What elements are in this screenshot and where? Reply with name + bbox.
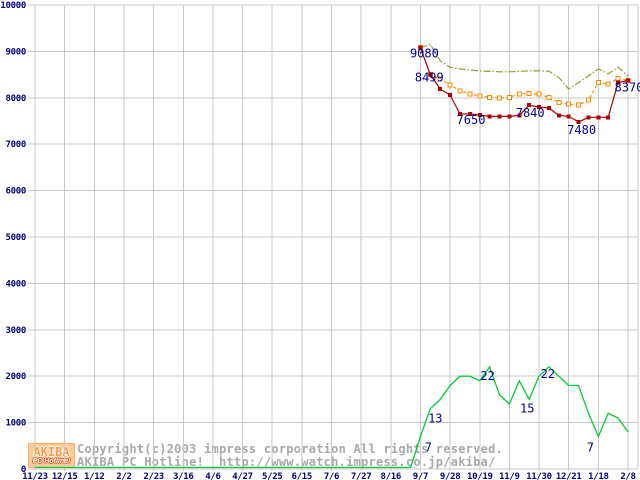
series-lowest-price-marker — [576, 119, 581, 124]
point-label-shop-count: 22 — [480, 369, 494, 383]
series-lowest-price-marker — [606, 115, 611, 120]
series-lowest-price-marker — [428, 72, 433, 77]
series-average-price-marker — [526, 91, 532, 97]
series-average-price-marker — [477, 93, 483, 99]
series-lowest-price-marker — [458, 112, 462, 116]
series-average-price-marker — [595, 80, 601, 85]
series-lowest-price-marker — [626, 78, 630, 83]
x-axis-tick-label: 11/9 — [499, 472, 519, 480]
series-average-price-line — [419, 47, 629, 106]
series-average-price-marker — [536, 91, 542, 97]
x-axis-tick-label: 4/6 — [205, 472, 220, 480]
copyright-line-2: AKIBA PC Hotline! http://www.watch.impre… — [77, 455, 496, 469]
x-axis-tick-label: 2/8 — [620, 472, 635, 480]
series-lowest-price-marker — [517, 113, 522, 118]
series-average-price-marker — [605, 81, 611, 87]
series-average-price-marker — [566, 101, 572, 107]
series-average-price-marker — [437, 76, 443, 82]
series-average-price-marker — [516, 91, 522, 97]
point-label-lowest-price: 8370 — [615, 81, 640, 95]
x-axis-tick-label: 12/15 — [52, 472, 78, 480]
y-axis-tick-label: 3000 — [6, 326, 26, 336]
series-average-price-marker — [447, 82, 453, 88]
y-axis-tick-label: 10000 — [0, 1, 26, 11]
series-lowest-price-marker — [566, 114, 571, 119]
y-axis-tick-label: 8000 — [6, 94, 26, 104]
series-average-price-marker — [506, 94, 512, 100]
point-label-shop-count: 13 — [428, 412, 442, 426]
series-average-price-marker — [615, 75, 621, 81]
y-axis-tick-label: 1000 — [6, 419, 26, 429]
logo-akiba-text: AKIBA — [33, 444, 70, 459]
y-axis-tick-label: 2000 — [6, 372, 26, 382]
series-lowest-price-marker — [546, 106, 551, 110]
series-average-price-marker — [467, 91, 473, 97]
series-lowest-price-marker — [438, 87, 443, 91]
x-axis-tick-label: 12/21 — [556, 472, 582, 480]
point-label-lowest-price: 7480 — [567, 123, 596, 137]
point-label-shop-count: 7 — [425, 441, 432, 455]
series-lowest-price-line — [419, 47, 629, 123]
series-highest-price-line — [420, 43, 629, 90]
point-label-shop-count: 22 — [541, 367, 555, 381]
series-average-price-marker — [546, 95, 552, 101]
x-axis-tick-label: 7/6 — [324, 472, 339, 480]
series-lowest-price-marker — [467, 112, 472, 116]
series-lowest-price-marker — [616, 80, 621, 85]
x-axis-tick-label: 5/25 — [262, 472, 282, 480]
series-average-price-marker — [457, 88, 463, 94]
series-lowest-price-marker — [556, 113, 561, 118]
series-average-price-marker — [497, 95, 502, 101]
akiba-pc-hotline-logo: AKIBA PC Hotline! — [28, 443, 75, 468]
y-axis-tick-label: 5000 — [6, 233, 26, 243]
x-axis-tick-label: 7/27 — [351, 472, 371, 480]
x-axis-tick-label: 11/30 — [526, 472, 552, 480]
series-lowest-price-marker — [497, 114, 502, 119]
series-lowest-price-marker — [477, 113, 482, 117]
series-lowest-price-marker — [487, 114, 492, 119]
x-axis-tick-label: 9/28 — [440, 472, 460, 480]
point-label-lowest-price: 9080 — [410, 47, 439, 61]
series-lowest-price-marker — [586, 115, 591, 120]
series-average-price-marker — [576, 102, 582, 108]
series-lowest-price-marker — [537, 105, 541, 110]
x-axis-tick-label: 10/19 — [467, 472, 493, 480]
series-lowest-price-marker — [448, 93, 453, 97]
y-axis-tick-label: 7000 — [6, 140, 26, 150]
series-average-price-marker — [586, 97, 591, 103]
y-axis-tick-label: 0 — [21, 465, 26, 475]
x-axis-tick-label: 3/16 — [173, 472, 193, 480]
point-label-lowest-price: 7840 — [516, 106, 545, 120]
series-average-price-marker — [487, 94, 493, 100]
series-average-price-marker — [556, 99, 562, 105]
series-shop-count-line — [35, 365, 629, 469]
series-lowest-price-marker — [596, 115, 601, 120]
y-axis-tick-label: 4000 — [6, 279, 26, 289]
point-label-shop-count: 7 — [587, 441, 594, 455]
y-axis-tick-label: 9000 — [6, 47, 26, 57]
series-lowest-price-marker — [418, 45, 423, 50]
x-axis-tick-label: 1/12 — [84, 472, 104, 480]
series-lowest-price-marker — [527, 103, 532, 108]
x-axis-tick-label: 11/23 — [22, 472, 48, 480]
point-label-lowest-price: 8499 — [415, 71, 444, 85]
x-axis-tick-label: 8/16 — [381, 472, 401, 480]
x-axis-tick-label: 2/23 — [143, 472, 163, 480]
y-axis-tick-label: 6000 — [6, 187, 26, 197]
point-label-shop-count: 15 — [520, 401, 534, 415]
x-axis-tick-label: 1/18 — [588, 472, 608, 480]
series-lowest-price-marker — [507, 114, 512, 119]
logo-pc-hotline-text: PC Hotline! — [32, 457, 71, 465]
point-label-lowest-price: 7650 — [457, 113, 486, 127]
x-axis-tick-label: 4/27 — [232, 472, 252, 480]
x-axis-tick-label: 2/2 — [116, 472, 131, 480]
x-axis-tick-label: 9/7 — [413, 472, 428, 480]
x-axis-tick-label: 6/15 — [292, 472, 312, 480]
